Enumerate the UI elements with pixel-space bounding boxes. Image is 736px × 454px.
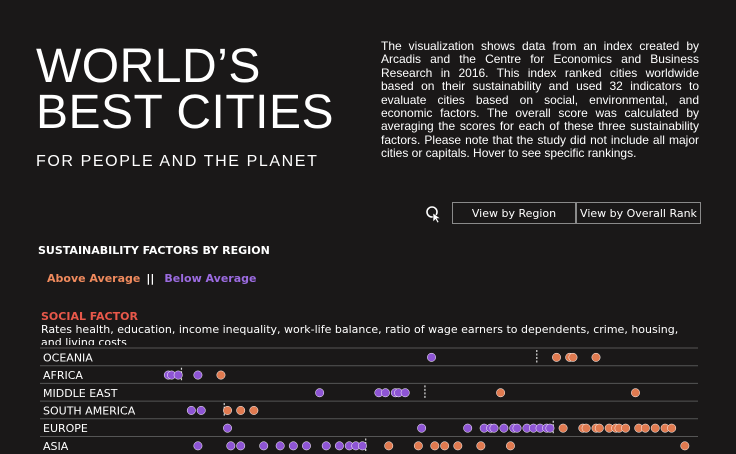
city-dot[interactable] bbox=[650, 423, 660, 433]
city-dot[interactable] bbox=[463, 423, 473, 433]
city-dot[interactable] bbox=[591, 352, 601, 362]
legend: Above Average || Below Average bbox=[47, 272, 257, 285]
city-dot[interactable] bbox=[496, 388, 506, 398]
city-dot[interactable] bbox=[236, 441, 246, 451]
city-dot[interactable] bbox=[259, 441, 269, 451]
city-dot[interactable] bbox=[430, 441, 440, 451]
title-line-1: WORLD’S bbox=[36, 40, 261, 93]
city-dot[interactable] bbox=[680, 441, 690, 451]
city-dot[interactable] bbox=[302, 441, 311, 451]
city-dot[interactable] bbox=[667, 423, 677, 433]
city-dot[interactable] bbox=[193, 441, 203, 451]
legend-below[interactable]: Below Average bbox=[164, 272, 257, 285]
view-by-region-button[interactable]: View by Region bbox=[452, 202, 576, 224]
factor-title: SOCIAL FACTOR bbox=[41, 310, 138, 323]
city-dot[interactable] bbox=[506, 441, 515, 451]
region-label: OCEANIA bbox=[43, 351, 93, 364]
city-dot[interactable] bbox=[226, 441, 236, 451]
city-dot[interactable] bbox=[196, 406, 206, 415]
city-dot[interactable] bbox=[216, 370, 226, 380]
city-dot[interactable] bbox=[621, 423, 631, 433]
city-dot[interactable] bbox=[173, 370, 183, 380]
city-dot[interactable] bbox=[223, 423, 232, 433]
city-dot[interactable] bbox=[545, 423, 555, 433]
city-dot[interactable] bbox=[186, 406, 196, 415]
city-dot[interactable] bbox=[417, 423, 427, 433]
city-dot[interactable] bbox=[334, 441, 344, 451]
legend-above[interactable]: Above Average bbox=[47, 272, 141, 285]
description-text: The visualization shows data from an ind… bbox=[381, 39, 699, 161]
page-subtitle: FOR PEOPLE AND THE PLANET bbox=[36, 153, 319, 170]
region-label: SOUTH AMERICA bbox=[43, 404, 136, 417]
city-dot[interactable] bbox=[499, 423, 509, 433]
city-dot[interactable] bbox=[357, 441, 367, 451]
region-label: EUROPE bbox=[43, 422, 88, 435]
city-dot[interactable] bbox=[489, 423, 499, 433]
city-dot[interactable] bbox=[512, 423, 522, 433]
legend-separator: || bbox=[146, 272, 155, 285]
city-dot[interactable] bbox=[384, 441, 394, 451]
city-dot[interactable] bbox=[594, 423, 604, 433]
factor-description: Rates health, education, income inequali… bbox=[41, 323, 679, 345]
page-title: WORLD’S BEST CITIES bbox=[36, 40, 376, 139]
city-dot[interactable] bbox=[640, 423, 650, 433]
city-dot[interactable] bbox=[236, 406, 246, 415]
city-dot[interactable] bbox=[321, 441, 331, 451]
city-dot[interactable] bbox=[413, 441, 423, 451]
pointer-click-icon bbox=[426, 206, 442, 223]
city-dot[interactable] bbox=[193, 370, 203, 380]
city-dot[interactable] bbox=[453, 441, 463, 451]
section-title: SUSTAINABILITY FACTORS BY REGION bbox=[38, 244, 270, 257]
city-dot[interactable] bbox=[581, 423, 591, 433]
city-dot[interactable] bbox=[552, 352, 561, 362]
city-dot[interactable] bbox=[249, 406, 259, 415]
city-dot[interactable] bbox=[427, 352, 436, 362]
city-dot[interactable] bbox=[223, 406, 232, 415]
city-dot[interactable] bbox=[476, 441, 486, 451]
city-dot[interactable] bbox=[440, 441, 450, 451]
region-label: AFRICA bbox=[43, 369, 83, 382]
city-dot[interactable] bbox=[288, 441, 298, 451]
title-line-2: BEST CITIES bbox=[36, 86, 335, 139]
region-label: MIDDLE EAST bbox=[43, 387, 118, 400]
city-dot[interactable] bbox=[568, 352, 578, 362]
city-dot[interactable] bbox=[275, 441, 285, 451]
region-label: ASIA bbox=[43, 440, 69, 453]
city-dot[interactable] bbox=[381, 388, 390, 398]
city-dot[interactable] bbox=[631, 388, 640, 398]
city-dot[interactable] bbox=[315, 388, 325, 398]
view-by-rank-button[interactable]: View by Overall Rank bbox=[576, 202, 701, 224]
city-dot[interactable] bbox=[558, 423, 568, 433]
city-dot[interactable] bbox=[400, 388, 410, 398]
